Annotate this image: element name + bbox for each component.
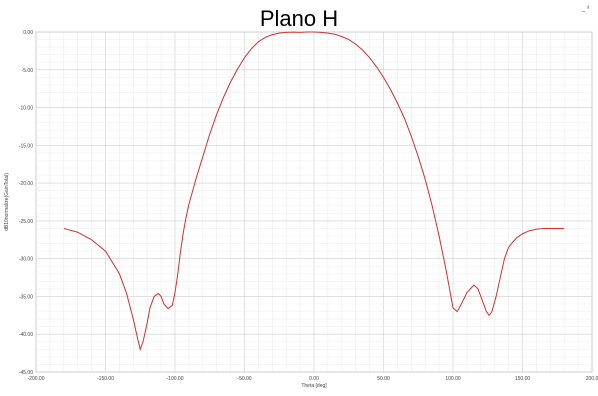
y-tick-label: 0.00 <box>23 30 33 36</box>
grid <box>35 31 593 373</box>
y-tick-label: -10.00 <box>19 106 33 112</box>
x-tick-label: -50.00 <box>237 376 251 382</box>
x-tick-label: 50.00 <box>377 376 390 382</box>
corner-mark: _ ᵈ <box>582 6 590 12</box>
chart-title: Plano H <box>259 6 339 31</box>
x-tick-label: -100.00 <box>167 376 184 382</box>
y-tick-labels: 0.00 -5.00 -10.00 -15.00 -20.00 -25.00 -30.00 -… <box>19 30 33 376</box>
x-tick-label: -150.00 <box>97 376 114 382</box>
x-tick-label: -200.00 <box>28 376 45 382</box>
x-tick-label: 200.0 <box>586 376 598 382</box>
x-tick-label: 150.00 <box>515 376 531 382</box>
y-axis-label: dB10normalize(GainTotal) <box>4 173 10 231</box>
y-tick-label: -15.00 <box>19 143 33 149</box>
y-tick-label: -35.00 <box>19 294 33 300</box>
x-tick-labels: -200.00 -150.00 -100.00 -50.00 0.00 50.00 100.… <box>28 376 598 382</box>
y-tick-label: -45.00 <box>19 370 33 376</box>
y-tick-label: -25.00 <box>19 219 33 225</box>
x-axis-label: Theta [deg] <box>301 383 327 389</box>
y-tick-label: -5.00 <box>22 68 34 74</box>
y-tick-label: -30.00 <box>19 257 33 263</box>
series-line <box>63 31 565 352</box>
y-tick-label: -20.00 <box>19 181 33 187</box>
x-tick-label: 100.00 <box>445 376 461 382</box>
x-tick-label: 0.00 <box>309 376 319 382</box>
y-tick-label: -40.00 <box>19 332 33 338</box>
